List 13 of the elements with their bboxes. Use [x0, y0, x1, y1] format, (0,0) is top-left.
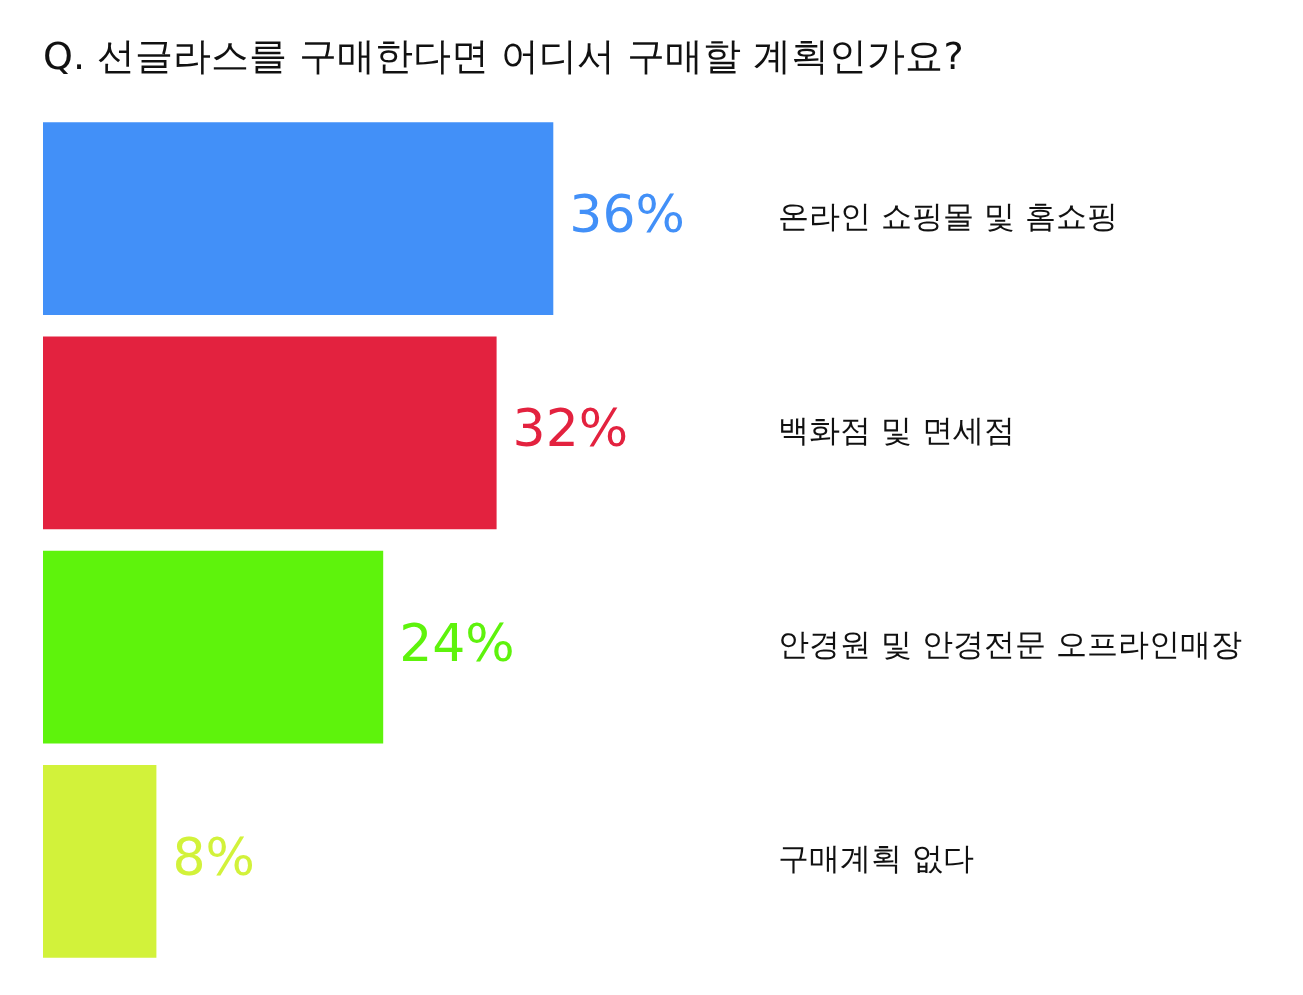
bar: [43, 550, 384, 744]
y-tick-label: 안경원 및 안경전문 오프라인매장: [778, 626, 1242, 663]
bar: [43, 764, 157, 958]
y-tick-label: 온라인 쇼핑몰 및 홈쇼핑: [778, 197, 1118, 234]
chart-title: Q. 선글라스를 구매한다면 어디서 구매할 계획인가요?: [43, 33, 964, 78]
data-label: 32%: [512, 398, 629, 459]
y-tick-label: 백화점 및 면세점: [778, 411, 1015, 448]
bar: [43, 336, 497, 530]
data-label: 36%: [569, 184, 685, 245]
data-label: 8%: [172, 826, 255, 887]
data-label: 24%: [399, 612, 515, 673]
bar: [43, 122, 554, 316]
y-tick-label: 구매계획 없다: [778, 840, 974, 877]
